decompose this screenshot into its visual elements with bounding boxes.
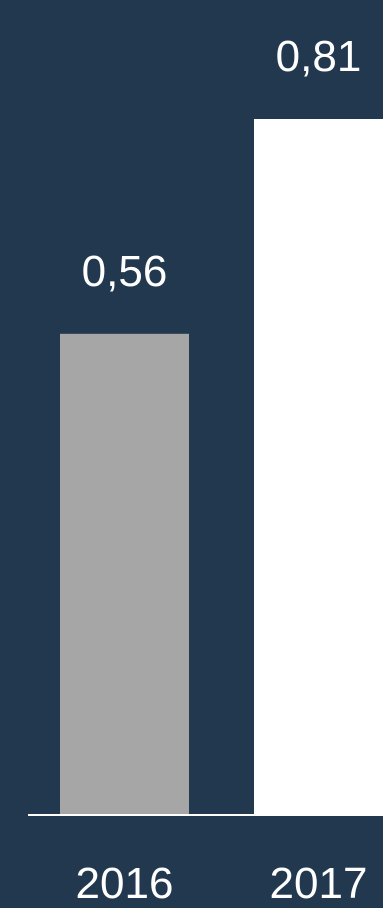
data-label-2016: 0,56 bbox=[82, 247, 168, 296]
data-label-2017: 0,81 bbox=[276, 32, 362, 81]
bar-2016 bbox=[60, 333, 189, 815]
bar-2017 bbox=[254, 119, 383, 815]
x-tick-label-2016: 2016 bbox=[76, 859, 174, 903]
x-tick-labels-layer: 2016 2017 bbox=[76, 859, 368, 908]
data-labels-layer: 0,56 0,81 bbox=[82, 32, 362, 296]
x-tick-label-2017: 2017 bbox=[270, 859, 368, 903]
bars-layer bbox=[60, 119, 383, 815]
